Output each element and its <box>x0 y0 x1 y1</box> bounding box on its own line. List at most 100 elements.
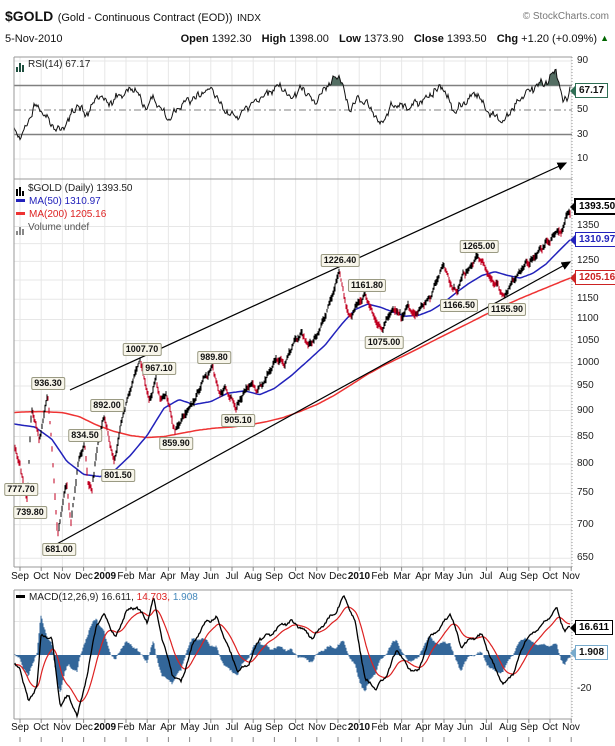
price-legend-label: $GOLD (Daily) 1393.50 <box>28 183 133 194</box>
quote-line: Open 1392.30 High 1398.00 Low 1373.90 Cl… <box>174 33 609 45</box>
x-axis-month-label: 2009 <box>93 722 117 733</box>
low-label: Low <box>338 33 361 45</box>
volume-bars-icon <box>16 223 25 235</box>
price-annotation: 1155.90 <box>487 303 527 316</box>
price-tick-label: 1050 <box>577 335 600 346</box>
x-axis-month-label: Sep <box>265 571 283 582</box>
macd-value: 16.611, <box>101 592 134 603</box>
ma50-swatch-icon <box>16 199 25 202</box>
x-axis-month-label: Sep <box>11 722 29 733</box>
price-tick-label: 800 <box>577 458 594 469</box>
x-axis-month-label: 2010 <box>347 571 371 582</box>
rsi-tick-label: 10 <box>577 153 589 164</box>
ma200-legend-label: MA(200) 1205.16 <box>29 209 107 220</box>
price-annotation: 1166.50 <box>439 299 479 312</box>
x-axis-month-label: Mar <box>138 571 156 582</box>
close-label: Close <box>413 33 444 45</box>
price-annotation: 1075.00 <box>364 336 404 349</box>
price-annotation: 801.50 <box>101 469 135 482</box>
symbol: $GOLD <box>5 8 54 24</box>
x-axis-month-label: Nov <box>53 571 71 582</box>
last-price-box: 1393.50 <box>569 198 615 215</box>
x-axis-month-label: Aug <box>499 722 517 733</box>
x-axis-month-label: Dec <box>329 722 347 733</box>
price-tick-label: 750 <box>577 487 594 498</box>
x-axis-month-label: Jun <box>202 571 220 582</box>
x-axis-month-label: Jun <box>202 722 220 733</box>
open-label: Open <box>180 33 209 45</box>
x-axis-month-label: Aug <box>244 722 262 733</box>
macd-swatch-icon <box>16 595 25 598</box>
x-axis-month-label: Aug <box>244 571 262 582</box>
rsi-tick-label: 30 <box>577 129 589 140</box>
price-legend: $GOLD (Daily) 1393.50 <box>16 183 133 196</box>
x-axis-month-label: Apr <box>415 722 431 733</box>
x-axis-month-label: Nov <box>308 722 326 733</box>
x-axis-month-label: Feb <box>117 571 135 582</box>
x-axis-month-label: May <box>434 571 454 582</box>
x-axis-month-label: Mar <box>393 722 411 733</box>
macd-tick-label: -20 <box>577 683 592 694</box>
x-axis-month-label: Apr <box>160 722 176 733</box>
x-axis-month-label: Sep <box>520 571 538 582</box>
x-axis-month-label: Oct <box>33 571 49 582</box>
price-tick-label: 650 <box>577 552 594 563</box>
price-x-axis-labels: Sep Oct Nov Dec 2009 Feb Mar Apr May Jun Jul Aug Sep… <box>0 571 615 583</box>
price-tick-label: 1000 <box>577 357 600 368</box>
x-axis-month-label: Oct <box>542 571 558 582</box>
rsi-legend: RSI(14) 67.17 <box>16 59 91 72</box>
x-axis-month-label: 2009 <box>93 571 117 582</box>
ma50-value-box: 1310.97 <box>569 232 615 247</box>
high-label: High <box>261 33 287 45</box>
price-annotation: 834.50 <box>68 429 102 442</box>
x-axis-month-label: Jul <box>479 722 493 733</box>
x-axis-month-label: May <box>434 722 454 733</box>
price-annotation: 905.10 <box>221 414 255 427</box>
price-annotation: 989.80 <box>197 351 231 364</box>
macd-line <box>13 595 571 719</box>
ma50-legend-label: MA(50) 1310.97 <box>29 196 101 207</box>
price-annotation: 1161.80 <box>347 279 387 292</box>
high-value: 1398.00 <box>289 33 329 45</box>
macd-legend: MACD(12,26,9) 16.611, 14.703, 1.908 <box>16 592 198 604</box>
ma200-swatch-icon <box>16 212 25 215</box>
macd-signal-value: 14.703, <box>136 592 171 603</box>
price-annotation: 1265.00 <box>459 240 499 253</box>
x-axis-month-label: Mar <box>393 571 411 582</box>
price-tick-label: 1350 <box>577 220 600 231</box>
price-tick-label: 700 <box>577 519 594 530</box>
macd-hist-value-box: 1.908 <box>569 645 609 660</box>
x-axis-month-label: Oct <box>542 722 558 733</box>
x-axis-month-label: Oct <box>288 571 304 582</box>
rsi-value-box: 67.17 <box>569 83 609 98</box>
open-value: 1392.30 <box>211 33 252 45</box>
x-axis-month-label: Feb <box>117 722 135 733</box>
close-value: 1393.50 <box>446 33 487 45</box>
x-axis-month-label: Dec <box>329 571 347 582</box>
rsi-line <box>13 68 571 141</box>
x-axis-month-label: Aug <box>499 571 517 582</box>
exchange: INDX <box>236 13 261 24</box>
price-annotation: 1007.70 <box>122 343 162 356</box>
rsi-legend-label: RSI(14) 67.17 <box>28 59 91 70</box>
macd-legend-name: MACD(12,26,9) <box>29 592 99 603</box>
x-axis-month-label: Jun <box>456 722 474 733</box>
price-annotation: 1226.40 <box>320 254 360 267</box>
ma200-legend: MA(200) 1205.16 <box>16 209 106 221</box>
chg-value: +1.20 (+0.09%) <box>521 33 598 45</box>
x-axis-month-label: Sep <box>265 722 283 733</box>
price-tick-label: 1250 <box>577 255 600 266</box>
macd-x-axis-labels: Sep Oct Nov Dec 2009 Feb Mar Apr May Jun Jul Aug Sep… <box>0 722 615 734</box>
volume-legend-label: Volume undef <box>28 222 90 233</box>
x-axis-month-label: 2010 <box>347 722 371 733</box>
x-axis-month-label: Jul <box>225 571 239 582</box>
stockcharts-credit: © StockCharts.com <box>522 11 609 22</box>
x-axis-month-label: Nov <box>562 571 580 582</box>
price-annotation: 681.00 <box>42 543 76 556</box>
macd-value-box: 16.611 <box>569 620 614 635</box>
rsi-tick-label: 90 <box>577 55 589 66</box>
x-axis-month-label: Apr <box>160 571 176 582</box>
chg-label: Chg <box>496 33 519 45</box>
